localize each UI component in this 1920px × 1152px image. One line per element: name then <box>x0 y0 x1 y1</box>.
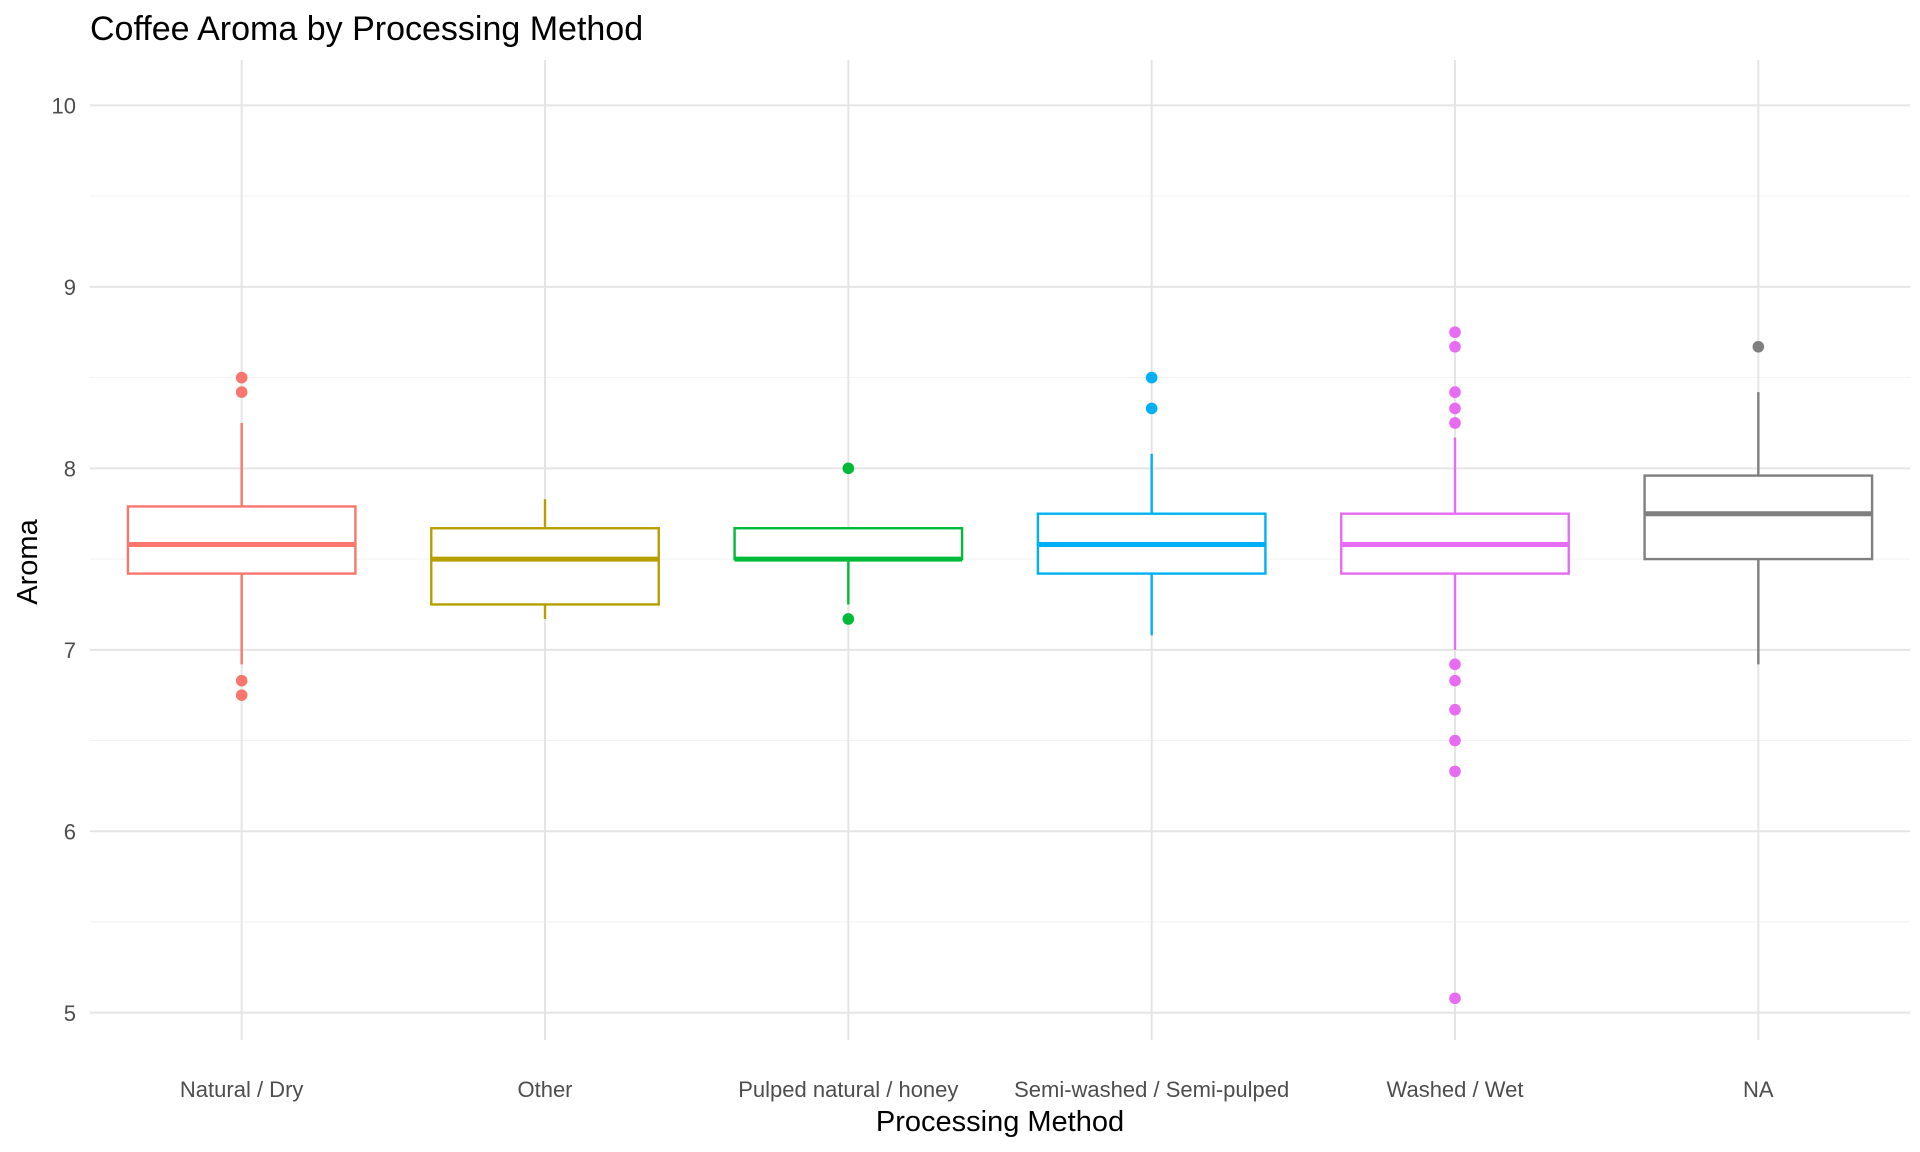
y-axis-title: Aroma <box>12 518 44 604</box>
outlier-point <box>1145 371 1158 384</box>
y-tick-label: 5 <box>64 1001 76 1026</box>
y-tick-label: 7 <box>64 638 76 663</box>
outlier-point <box>1145 402 1158 415</box>
outlier-point <box>235 371 248 384</box>
outlier-point <box>1449 674 1461 687</box>
y-tick-label: 10 <box>52 93 76 118</box>
y-tick-label: 8 <box>64 456 76 481</box>
outlier-point <box>235 674 248 687</box>
box-iqr <box>430 527 660 606</box>
y-tick-label: 9 <box>64 275 76 300</box>
box-iqr <box>1643 474 1874 561</box>
x-tick-label: Semi-washed / Semi-pulped <box>1014 1077 1289 1102</box>
outlier-point <box>1449 402 1461 415</box>
outlier-point <box>1449 734 1461 747</box>
x-tick-label: Pulped natural / honey <box>738 1077 958 1102</box>
outlier-point <box>1449 992 1461 1005</box>
outlier-point <box>1449 658 1461 671</box>
outlier-point <box>1449 386 1461 398</box>
box-iqr <box>733 527 964 561</box>
x-tick-label: NA <box>1743 1077 1774 1102</box>
x-axis-title: Processing Method <box>876 1106 1124 1138</box>
axis-layer: 5 6 7 8 9 10 Natural / Dry Other Pulped natural … <box>52 93 1774 1102</box>
y-tick-label: 6 <box>64 819 76 844</box>
outlier-point <box>1752 340 1765 353</box>
x-tick-label: Other <box>517 1077 572 1102</box>
outlier-point <box>235 386 248 398</box>
outlier-point <box>1449 765 1461 778</box>
box-layer <box>126 326 1874 1005</box>
outlier-point <box>235 689 248 701</box>
outlier-point <box>1449 417 1461 429</box>
outlier-point <box>1449 326 1461 339</box>
x-tick-label: Washed / Wet <box>1387 1077 1524 1102</box>
outlier-point <box>1449 703 1461 716</box>
outlier-point <box>842 613 855 625</box>
x-tick-label: Natural / Dry <box>180 1077 303 1102</box>
box-iqr <box>126 505 357 575</box>
chart-title: Coffee Aroma by Processing Method <box>90 10 643 48</box>
outlier-point <box>1449 340 1461 353</box>
outlier-point <box>842 462 855 475</box>
